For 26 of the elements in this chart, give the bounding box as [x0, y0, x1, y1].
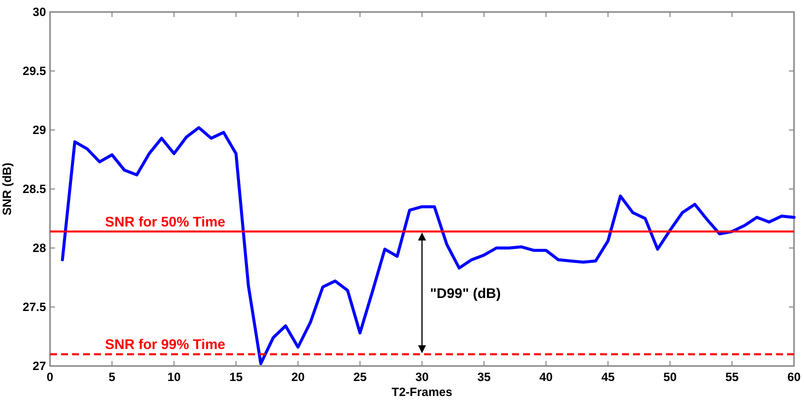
y-tick-label: 28.5: [22, 182, 46, 196]
y-tick-label: 29: [32, 123, 46, 137]
line-series: [60, 126, 796, 366]
y-tick-label: 27: [32, 359, 46, 373]
x-tick-label: 45: [601, 370, 615, 384]
y-axis-title: SNR (dB): [0, 162, 14, 216]
x-axis-title: T2-Frames: [392, 385, 453, 399]
x-tick-label: 0: [46, 370, 54, 384]
x-tick-label: 55: [725, 370, 739, 384]
y-tick-label: 29.5: [22, 64, 46, 78]
x-tick-label: 5: [108, 370, 116, 384]
x-tick-label: 25: [353, 370, 367, 384]
x-tick-label: 10: [167, 370, 181, 384]
y-tick-label: 28: [32, 241, 46, 255]
x-tick-label: 15: [229, 370, 243, 384]
ref-line-label: SNR for 99% Time: [105, 336, 226, 352]
annotation: "D99" (dB): [430, 284, 501, 301]
x-tick-label: 40: [539, 370, 553, 384]
ref-line-label: SNR for 50% Time: [105, 213, 226, 230]
y-tick-label: 27.5: [22, 300, 46, 314]
x-tick-label: 30: [415, 370, 429, 384]
x-tick-label: 20: [291, 370, 305, 384]
y-tick-label: 30: [32, 5, 46, 19]
x-tick-label: 60: [787, 370, 801, 384]
x-tick-label: 50: [663, 370, 677, 384]
x-tick-label: 35: [477, 370, 491, 384]
